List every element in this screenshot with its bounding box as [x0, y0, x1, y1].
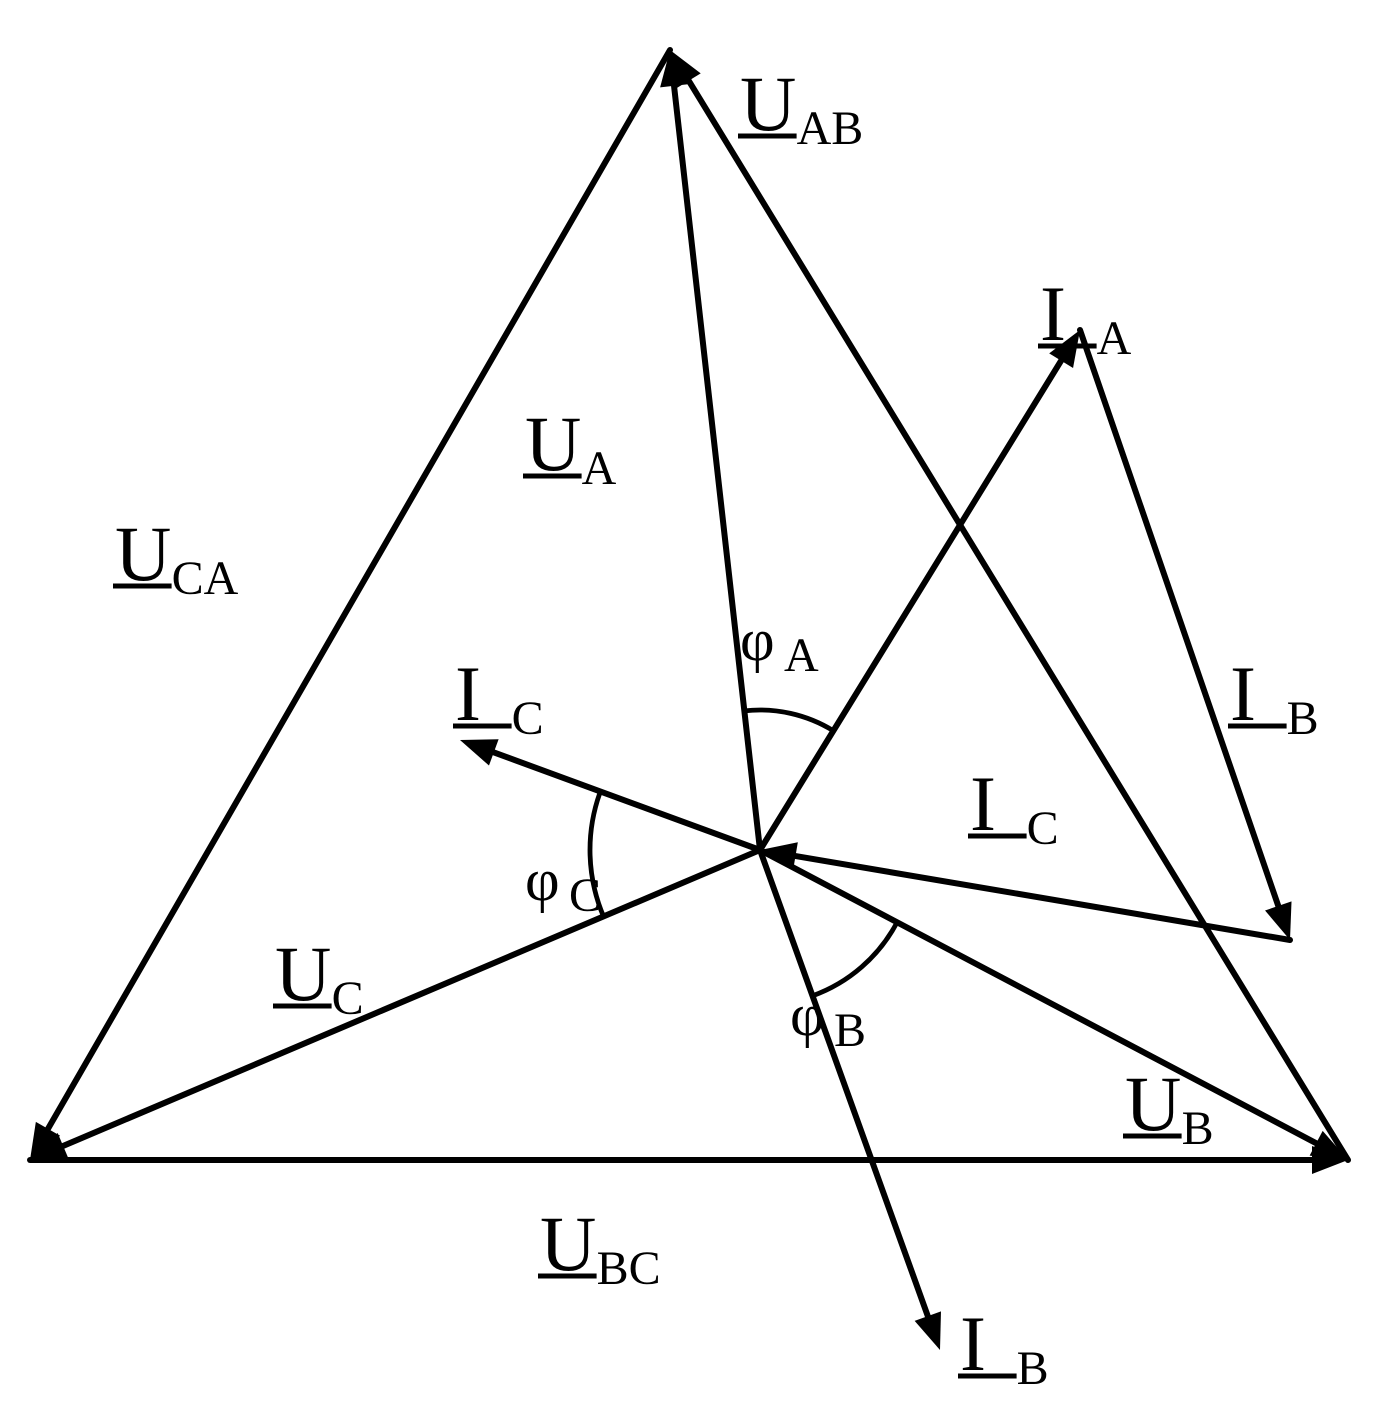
vector-I_neg_C	[1080, 330, 1284, 921]
lbl_U_AB: UAB	[738, 60, 863, 155]
lbl_U_A-sub: A	[582, 442, 617, 495]
labels-layer: UABUCAUBCUAUBUCIAIBIBICICφAφBφC	[113, 60, 1319, 1395]
lbl_I_C_left: IC	[453, 650, 544, 745]
lbl_U_C-sub: C	[332, 972, 364, 1025]
arrowhead-I_C	[460, 739, 499, 765]
lbl_I_C_left-sub: C	[512, 692, 544, 745]
angle-arcs-layer	[590, 710, 897, 996]
lbl_phi_A-sub: A	[784, 629, 819, 682]
vector-I_B_down	[760, 850, 933, 1331]
vector-U_B	[760, 850, 1330, 1151]
vector-U_C	[48, 850, 760, 1152]
angle-arc-phi_A	[744, 710, 833, 731]
vector-I_A	[760, 347, 1070, 850]
lbl_phi_C-sub: C	[569, 869, 601, 922]
lbl_U_CA-sub: CA	[172, 552, 239, 605]
lbl_phi_C-main: φ	[525, 847, 560, 913]
lbl_U_B-sub: B	[1182, 1102, 1214, 1155]
vectors-layer	[30, 50, 1348, 1350]
lbl_U_A: UA	[523, 400, 617, 495]
phasor-diagram: UABUCAUBCUAUBUCIAIBIBICICφAφBφC	[0, 0, 1378, 1411]
angle-arc-phi_B	[813, 922, 898, 996]
lbl_I_C_right-sub: C	[1027, 802, 1059, 855]
lbl_U_B: UB	[1123, 1060, 1214, 1155]
vector-U_AB	[680, 67, 1348, 1160]
lbl_I_C_right: IC	[968, 760, 1059, 855]
vector-I_neg_B	[780, 853, 1290, 940]
lbl_U_BC: UBC	[538, 1200, 661, 1295]
lbl_I_B_right: IB	[1228, 650, 1319, 745]
lbl_phi_A-main: φ	[740, 607, 775, 673]
vector-U_A	[672, 70, 760, 850]
lbl_phi_A: φA	[740, 607, 819, 682]
vector-I_C	[479, 747, 760, 850]
lbl_I_B_right-sub: B	[1287, 692, 1319, 745]
lbl_U_AB-sub: AB	[797, 102, 864, 155]
lbl_I_B_down-sub: B	[1017, 1342, 1049, 1395]
arrowhead-I_B_down	[915, 1311, 941, 1350]
lbl_phi_B-main: φ	[790, 982, 825, 1048]
lbl_U_CA: UCA	[113, 510, 239, 605]
lbl_phi_B-sub: B	[834, 1004, 866, 1057]
lbl_U_BC-sub: BC	[597, 1242, 661, 1295]
lbl_U_C: UC	[273, 930, 364, 1025]
lbl_I_B_down: IB	[958, 1300, 1049, 1395]
lbl_I_A-sub: A	[1097, 312, 1132, 365]
